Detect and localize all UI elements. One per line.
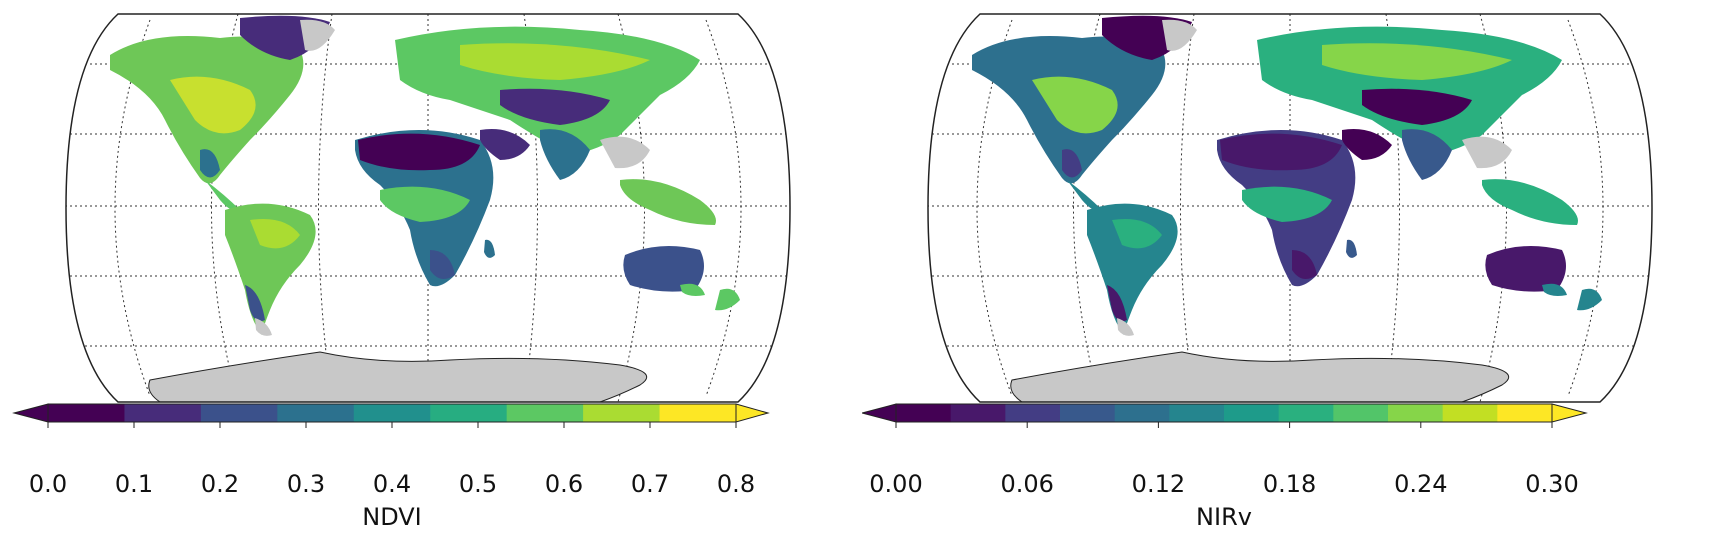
- colorbar-tick-label: 0.4: [372, 470, 412, 498]
- colorbar-tick-label: 0.6: [544, 470, 584, 498]
- madagascar: [484, 239, 495, 258]
- australia: [623, 246, 704, 292]
- colorbar-tick-label: 0.12: [1131, 470, 1186, 498]
- south-asia: [1402, 129, 1452, 180]
- colorbar-tick-label: 0.24: [1394, 470, 1448, 498]
- madagascar: [1346, 239, 1357, 258]
- ndvi-colorbar-label: NDVI: [362, 503, 422, 531]
- colorbar-segment: [1333, 404, 1389, 422]
- colorbar-segment: [950, 404, 1006, 422]
- land-vegetation: [110, 15, 740, 402]
- colorbar-segment: [1005, 404, 1061, 422]
- colorbar-segment: [1442, 404, 1498, 422]
- southeast-asia-islands: [620, 179, 716, 225]
- central-america: [205, 180, 240, 211]
- colorbar-segment: [506, 404, 584, 422]
- colorbar-tick-label: 0.8: [716, 470, 756, 498]
- colorbar-segment: [1060, 404, 1116, 422]
- colorbar-tick-label: 0.00: [869, 470, 923, 498]
- colorbar-segment: [200, 404, 278, 422]
- colorbar-extend-min: [862, 403, 897, 423]
- nirv-colorbar: [862, 403, 1588, 428]
- nirv-colorbar-label: NIRv: [1196, 503, 1252, 531]
- colorbar-segment: [1114, 404, 1170, 422]
- arabia: [480, 129, 530, 160]
- colorbar-extend-max: [1551, 403, 1588, 423]
- colorbar-segment: [659, 404, 737, 422]
- colorbar-segment: [1278, 404, 1334, 422]
- colorbar-segment: [1169, 404, 1225, 422]
- colorbar-segment: [1224, 404, 1280, 422]
- map-boundary: [927, 13, 1653, 403]
- colorbar-segment: [277, 404, 355, 422]
- colorbar-tick-label: 0.0: [28, 470, 68, 498]
- map-boundary: [65, 13, 791, 403]
- new-zealand: [715, 288, 740, 311]
- colorbar-tick-label: 0.2: [200, 470, 240, 498]
- nirv-map: [862, 13, 1653, 428]
- colorbar-extend-max: [735, 403, 770, 423]
- colorbar-tick-label: 0.18: [1262, 470, 1317, 498]
- ndvi-map-panel: 0.0 0.1 0.2 0.3 0.4 0.5 0.6 0.7 0.8 NDVI: [12, 13, 791, 531]
- ndvi-map: [12, 13, 791, 428]
- colorbar-tick-label: 0.06: [1000, 470, 1054, 498]
- colorbar-segment: [124, 404, 202, 422]
- nirv-map-panel: 0.00 0.06 0.12 0.18 0.24 0.30 NIRv: [862, 0, 1724, 541]
- colorbar-segment: [896, 404, 952, 422]
- colorbar-segment: [353, 404, 431, 422]
- colorbar-segment: [1497, 404, 1553, 422]
- australia: [1485, 246, 1566, 292]
- new-zealand: [1577, 288, 1602, 311]
- antarctica: [1010, 351, 1510, 402]
- colorbar-segment: [583, 404, 661, 422]
- colorbar-tick-label: 0.5: [458, 470, 498, 498]
- land-vegetation: [972, 15, 1602, 402]
- south-asia: [540, 129, 590, 180]
- colorbar-tick-label: 0.3: [286, 470, 326, 498]
- southeast-asia-islands: [1482, 179, 1578, 225]
- colorbar-segment: [430, 404, 508, 422]
- colorbar-tick-label: 0.30: [1525, 470, 1579, 498]
- colorbar-extend-min: [12, 403, 49, 423]
- ndvi-colorbar: [12, 403, 770, 428]
- colorbar-segment: [48, 404, 125, 422]
- colorbar-tick-label: 0.1: [114, 470, 154, 498]
- colorbar-segment: [1388, 404, 1444, 422]
- arabia: [1342, 129, 1392, 160]
- colorbar-tick-label: 0.7: [630, 470, 670, 498]
- central-america: [1067, 180, 1102, 211]
- antarctica: [148, 351, 648, 402]
